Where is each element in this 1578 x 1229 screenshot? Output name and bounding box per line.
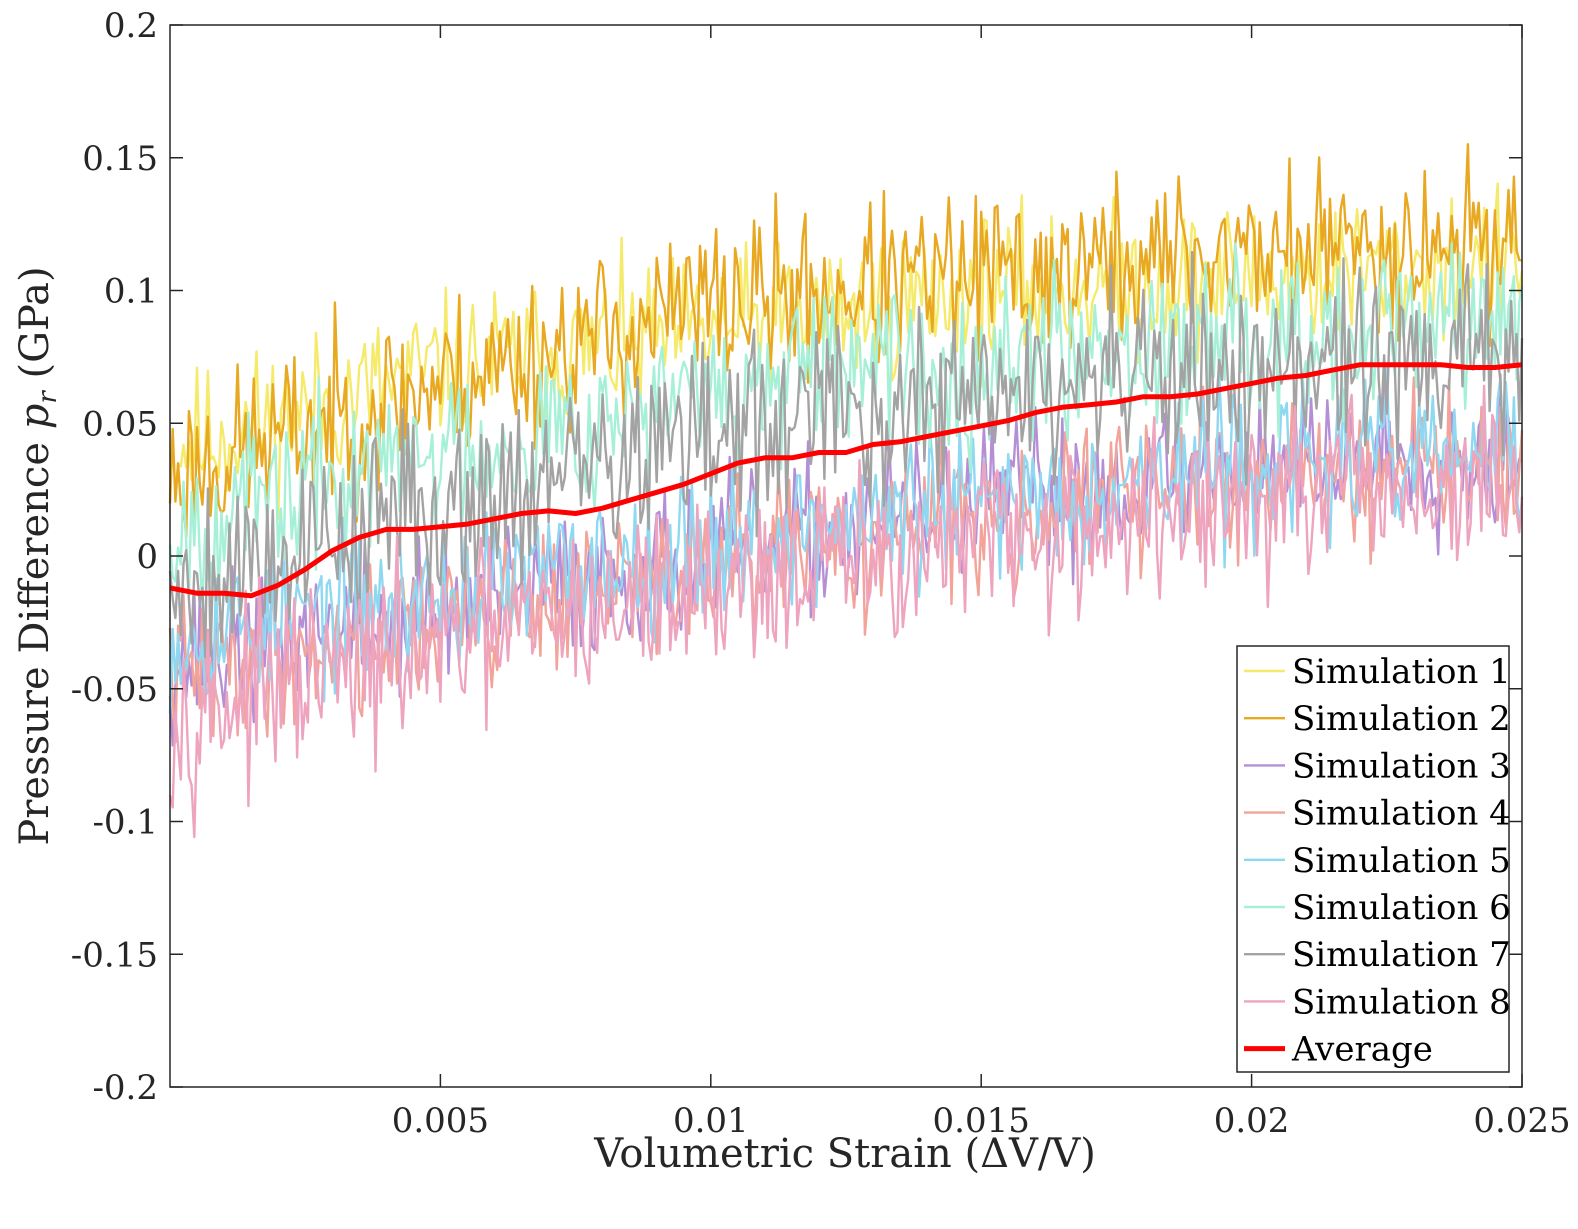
y-tick-label: -0.1 [92,803,158,843]
y-tick-label: 0 [136,537,158,577]
legend-item: Simulation 8 [1244,982,1511,1022]
legend-label: Simulation 8 [1292,982,1511,1022]
legend-item: Simulation 3 [1244,746,1511,786]
series-layer [168,142,1524,839]
y-tick-label: -0.15 [71,935,158,975]
legend-label: Simulation 6 [1292,888,1511,928]
legend-item: Simulation 5 [1244,841,1511,881]
tick-labels-layer: 0.005 0.01 0.015 0.02 0.025 -0.2 -0.15 -0.1 -0.0… [71,6,1571,1141]
x-axis-title: Volumetric Strain (ΔV/V) [593,1131,1096,1177]
y-axis-title-subscript: r [33,390,63,404]
x-tick-label: 0.01 [673,1101,749,1141]
average-layer [169,362,1523,599]
legend-item: Simulation 6 [1244,888,1511,928]
average-line [169,362,1523,599]
series-line-6 [168,242,1524,609]
series-line-2 [168,142,1523,540]
y-axis-title-prefix: Pressure Difference [12,429,58,845]
x-tick-label: 0.025 [1473,1101,1570,1141]
x-tick-label: 0.02 [1214,1101,1290,1141]
legend-label: Simulation 1 [1292,652,1511,692]
legend-label: Simulation 7 [1292,935,1511,975]
legend-item: Simulation 4 [1244,794,1511,834]
ticks-layer [170,24,1523,1088]
series-line-8 [168,384,1524,839]
legend-label: Simulation 2 [1292,699,1511,739]
x-tick-label: 0.005 [392,1101,489,1141]
series-line-7 [168,250,1524,659]
y-tick-label: -0.05 [71,670,158,710]
y-tick-label: 0.2 [104,6,158,46]
legend-label: Simulation 3 [1292,746,1511,786]
y-axis-title-suffix: (GPa) [12,266,58,391]
x-tick-label: 0.015 [933,1101,1030,1141]
legend-item: Simulation 1 [1244,652,1511,692]
legend-label: Simulation 4 [1292,794,1511,834]
legend-item: Simulation 2 [1244,699,1511,739]
y-axis-title-symbol: p [12,404,58,430]
legend-item: Simulation 7 [1244,935,1511,975]
y-tick-label: 0.05 [82,404,158,444]
legend-item: Average [1244,1030,1433,1070]
y-tick-label: 0.1 [104,272,158,312]
y-tick-label: 0.15 [82,139,158,179]
legend-label: Average [1291,1030,1433,1070]
y-axis-title: Pressure Difference pr (GPa) [12,266,63,845]
y-tick-label: -0.2 [92,1068,158,1108]
legend-items: Simulation 1 Simulation 2 Simulation 3 Simu… [1244,652,1511,1070]
legend-label: Simulation 5 [1292,841,1511,881]
legend: Simulation 1 Simulation 2 Simulation 3 Simu… [1236,645,1511,1073]
